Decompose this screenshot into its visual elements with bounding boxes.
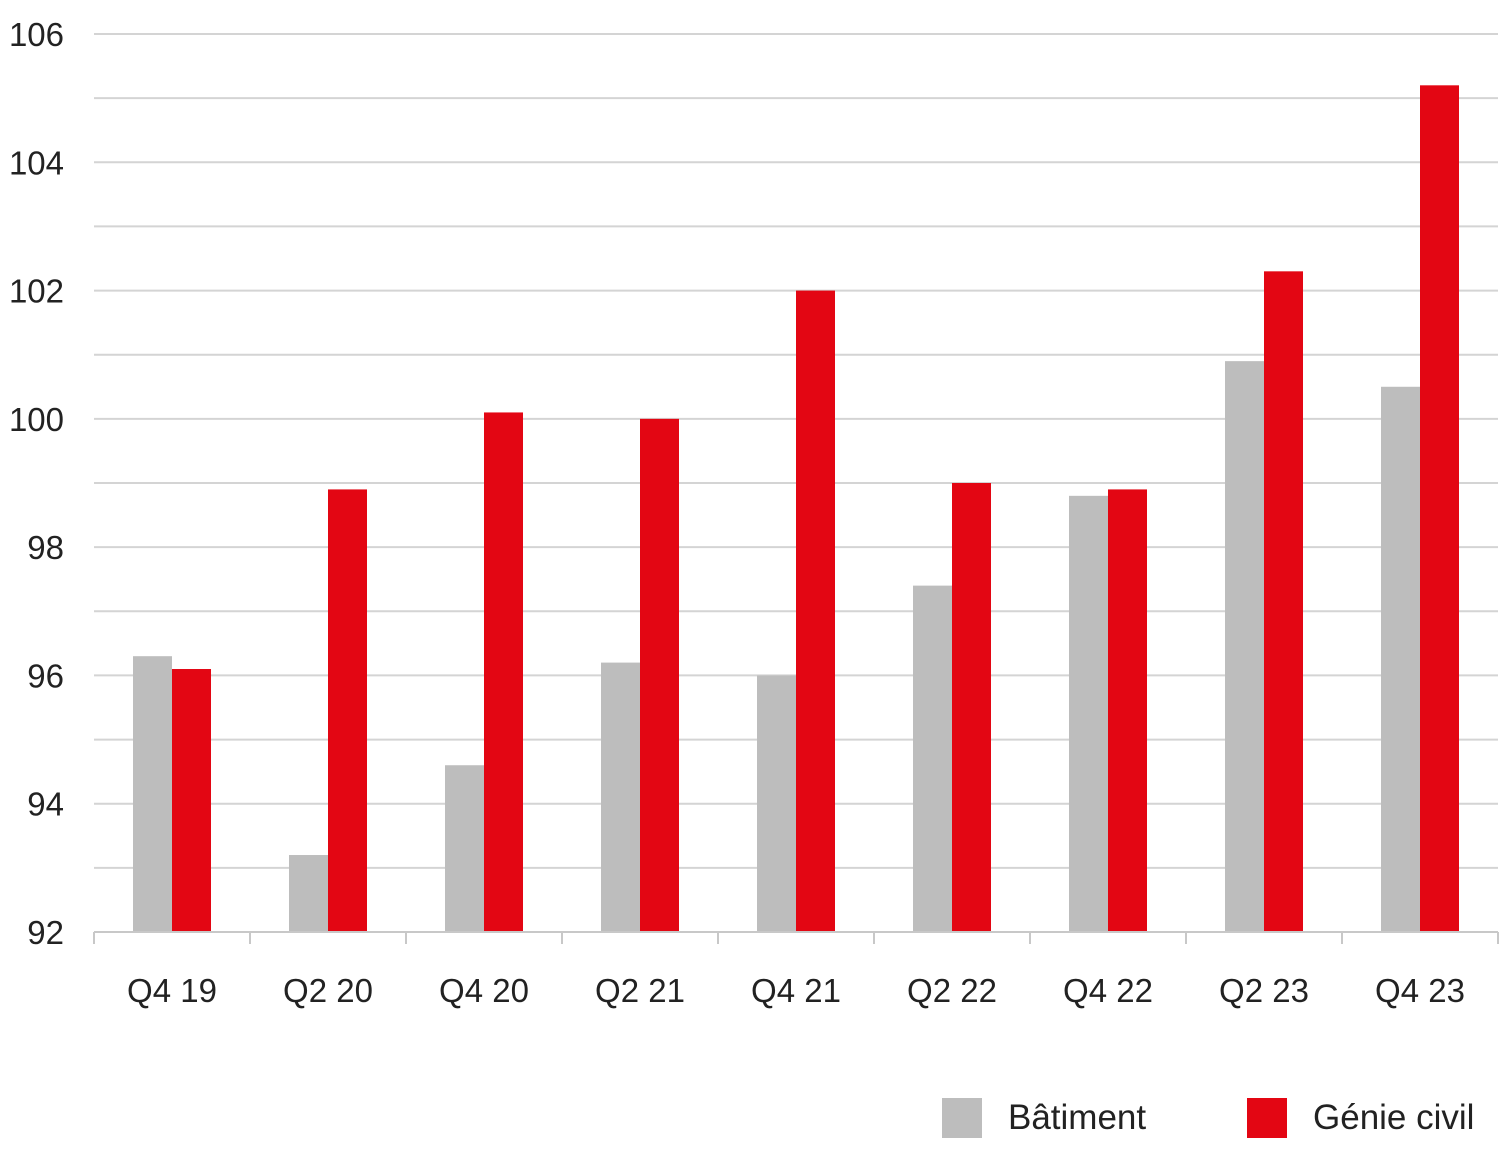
y-tick-label: 92 bbox=[27, 914, 64, 951]
x-tick-label: Q4 23 bbox=[1375, 972, 1465, 1009]
y-tick-label: 106 bbox=[9, 16, 64, 53]
y-tick-label: 96 bbox=[27, 657, 64, 694]
bar-genie-civil bbox=[172, 669, 211, 932]
legend-batiment: Bâtiment bbox=[942, 1098, 1146, 1138]
bar-batiment bbox=[445, 765, 484, 932]
y-tick-label: 102 bbox=[9, 273, 64, 310]
bar-batiment bbox=[601, 662, 640, 932]
bar-genie-civil bbox=[1108, 489, 1147, 932]
x-tick-label: Q4 19 bbox=[127, 972, 217, 1009]
x-axis-labels: Q4 19 Q2 20 Q4 20 Q2 21 Q4 21 Q2 22 Q4 22 Q2 23… bbox=[127, 972, 1465, 1009]
y-tick-label: 104 bbox=[9, 144, 64, 181]
x-tick-label: Q2 23 bbox=[1219, 972, 1309, 1009]
y-tick-label: 100 bbox=[9, 401, 64, 438]
bar-genie-civil bbox=[1264, 271, 1303, 932]
bar-genie-civil bbox=[796, 290, 835, 933]
bar-batiment bbox=[1381, 386, 1420, 932]
x-axis bbox=[93, 931, 1499, 944]
bars bbox=[133, 85, 1459, 933]
bar-batiment bbox=[133, 656, 172, 932]
y-axis-labels: 92 94 96 98 100 102 104 106 bbox=[9, 16, 64, 951]
x-tick-label: Q4 20 bbox=[439, 972, 529, 1009]
y-tick-label: 98 bbox=[27, 529, 64, 566]
legend-swatch-batiment bbox=[942, 1098, 982, 1138]
x-tick-label: Q2 21 bbox=[595, 972, 685, 1009]
x-tick-label: Q2 20 bbox=[283, 972, 373, 1009]
x-tick-label: Q4 21 bbox=[751, 972, 841, 1009]
legend-label-batiment: Bâtiment bbox=[1008, 1098, 1147, 1137]
bar-batiment bbox=[757, 675, 796, 932]
bar-genie-civil bbox=[484, 412, 523, 932]
legend-swatch-genie-civil bbox=[1247, 1098, 1287, 1138]
bar-batiment bbox=[289, 855, 328, 932]
bar-genie-civil bbox=[328, 489, 367, 932]
bar-genie-civil bbox=[1420, 85, 1459, 933]
bar-genie-civil bbox=[952, 483, 991, 932]
bar-batiment bbox=[913, 585, 952, 932]
bar-genie-civil bbox=[640, 418, 679, 932]
legend-genie-civil: Génie civil bbox=[1247, 1098, 1474, 1138]
legend-label-genie-civil: Génie civil bbox=[1313, 1098, 1475, 1137]
x-tick-label: Q4 22 bbox=[1063, 972, 1153, 1009]
x-tick-label: Q2 22 bbox=[907, 972, 997, 1009]
y-tick-label: 94 bbox=[27, 786, 64, 823]
bar-batiment bbox=[1225, 361, 1264, 933]
bar-batiment bbox=[1069, 495, 1108, 932]
